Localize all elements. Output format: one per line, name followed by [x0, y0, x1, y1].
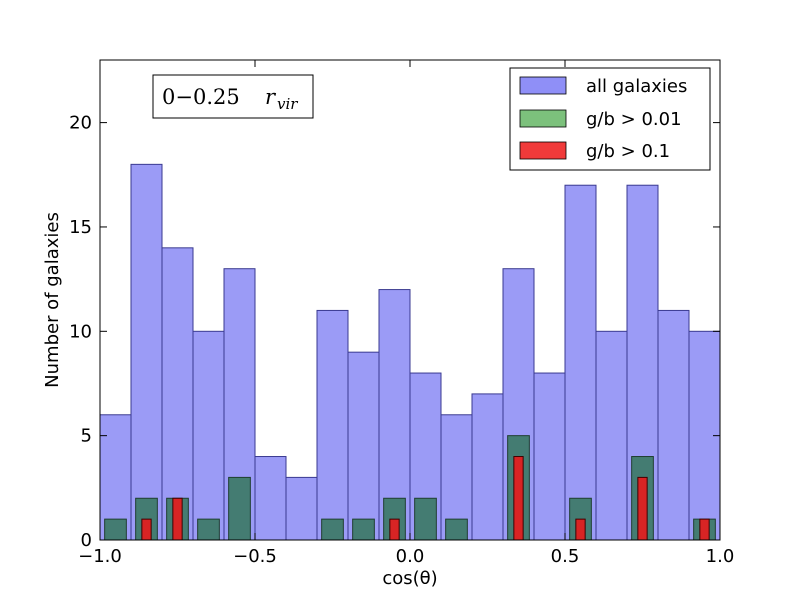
- ticks-layer: −1.0 −0.5 0.0 0.5 1.0 0 5 10 15 20: [69, 60, 734, 567]
- legend-swatch-gb-001: [519, 109, 567, 128]
- bar-gb-001-bin-0: [104, 518, 127, 541]
- bar-gb-001-bin-11: [445, 518, 468, 541]
- bar-gb-001-bin-8: [352, 518, 375, 541]
- y-tick-label-1: 5: [81, 426, 92, 447]
- bar-gb-001-bin-10: [414, 497, 437, 541]
- bar-all-galaxies-bin-15: [564, 184, 597, 541]
- y-tick-label-3: 15: [69, 217, 92, 238]
- bar-gb-001-bin-7: [321, 518, 344, 541]
- bar-all-galaxies-bin-3: [192, 330, 225, 541]
- bar-all-galaxies-bin-16: [595, 330, 628, 541]
- legend-label-gb-001: g/b > 0.01: [586, 109, 682, 130]
- x-tick-label-2: 0.0: [396, 546, 425, 567]
- bar-all-galaxies-bin-2: [161, 247, 194, 541]
- bar-all-galaxies-bin-18: [657, 309, 690, 541]
- bar-gb-01-bin-2: [172, 497, 183, 541]
- y-tick-label-2: 10: [69, 321, 92, 342]
- bars-layer: [99, 163, 721, 541]
- annotation-range: 0−0.25: [162, 85, 240, 109]
- legend-label-all-galaxies: all galaxies: [586, 76, 687, 97]
- legend-swatch-gb-01: [519, 141, 567, 160]
- legend-swatch-all-galaxies: [519, 76, 567, 95]
- y-axis-label: Number of galaxies: [42, 212, 63, 388]
- bar-all-galaxies-bin-7: [316, 309, 349, 541]
- bar-all-galaxies-bin-6: [285, 476, 318, 541]
- bar-all-galaxies-bin-12: [471, 393, 504, 541]
- bar-gb-001-bin-3: [197, 518, 220, 541]
- bar-gb-01-bin-1: [141, 518, 152, 541]
- annotation-box: [152, 74, 314, 119]
- legend-label-gb-01: g/b > 0.1: [586, 141, 670, 162]
- x-tick-label-0: −1.0: [78, 546, 122, 567]
- bar-gb-01-bin-15: [575, 518, 586, 541]
- bar-all-galaxies-bin-5: [254, 456, 287, 541]
- bar-gb-01-bin-17: [637, 476, 648, 541]
- bar-all-galaxies-bin-8: [347, 351, 380, 541]
- x-tick-label-4: 1.0: [706, 546, 735, 567]
- x-tick-label-1: −0.5: [233, 546, 277, 567]
- bar-gb-001-bin-4: [228, 476, 251, 541]
- radius-annotation: 0−0.25 r vir: [152, 74, 314, 119]
- bar-all-galaxies-bin-1: [130, 163, 163, 541]
- annotation-symbol: r: [265, 85, 277, 109]
- annotation-subscript: vir: [277, 95, 298, 113]
- bar-gb-01-bin-9: [389, 518, 400, 541]
- legend: all galaxies g/b > 0.01 g/b > 0.1: [509, 67, 711, 171]
- bar-gb-01-bin-13: [513, 456, 524, 541]
- y-tick-label-0: 0: [81, 530, 92, 551]
- x-tick-label-3: 0.5: [551, 546, 580, 567]
- bar-all-galaxies-bin-14: [533, 372, 566, 541]
- y-tick-label-4: 20: [69, 113, 92, 134]
- bar-gb-01-bin-19: [699, 518, 710, 541]
- x-axis-label: cos(θ): [382, 568, 437, 589]
